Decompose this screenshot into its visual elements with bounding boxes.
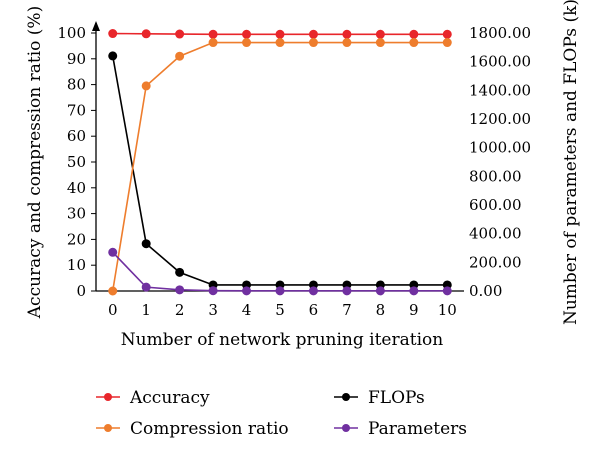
y2-tick-label: 1200.00 xyxy=(469,110,531,128)
x-tick-label: 9 xyxy=(409,301,419,319)
data-point-parameters xyxy=(242,286,252,296)
x-tick-label: 7 xyxy=(342,301,352,319)
x-tick-label: 1 xyxy=(141,301,151,319)
data-point-accuracy xyxy=(275,29,285,39)
data-point-parameters xyxy=(175,285,185,295)
y-tick-label: 10 xyxy=(67,256,86,274)
x-tick-label: 4 xyxy=(242,301,252,319)
data-point-accuracy xyxy=(175,29,185,39)
y2-tick-label: 0.00 xyxy=(469,282,502,300)
legend: Accuracy FLOPs Compression ratio Parameters xyxy=(96,388,467,439)
y2-tick-label: 200.00 xyxy=(469,253,522,271)
x-tick-label: 0 xyxy=(108,301,118,319)
x-tick-label: 3 xyxy=(208,301,218,319)
y2-tick-label: 1400.00 xyxy=(469,81,531,99)
data-point-flops xyxy=(141,239,151,249)
y-tick-label: 80 xyxy=(67,76,86,94)
y-axis-arrow xyxy=(92,21,100,31)
series-accuracy xyxy=(108,29,452,39)
y-axis-title: Accuracy and compression ratio (%) xyxy=(25,6,45,319)
series-flops xyxy=(108,51,452,290)
legend-marker xyxy=(342,424,350,432)
x-tick-label: 5 xyxy=(275,301,285,319)
legend-marker xyxy=(104,393,112,401)
x-tick-label: 8 xyxy=(376,301,386,319)
data-point-accuracy xyxy=(342,29,352,39)
legend-item-parameters: Parameters xyxy=(334,419,467,439)
data-point-compression-ratio xyxy=(308,38,318,48)
y2-axis-title: Number of parameters and FLOPs (k) xyxy=(561,0,581,325)
data-point-parameters xyxy=(308,286,318,296)
series-line-compression-ratio xyxy=(111,41,448,292)
data-point-compression-ratio xyxy=(442,38,452,48)
y-tick-label: 70 xyxy=(67,101,86,119)
x-tick-label: 10 xyxy=(438,301,457,319)
y2-tick-label: 400.00 xyxy=(469,225,522,243)
y2-tick-label: 1600.00 xyxy=(469,53,531,71)
data-point-compression-ratio xyxy=(409,38,419,48)
y-tick-label: 30 xyxy=(67,205,86,223)
legend-label: Accuracy xyxy=(129,388,210,408)
data-point-compression-ratio xyxy=(141,81,151,91)
legend-label: FLOPs xyxy=(368,388,425,408)
y-tick-label: 0 xyxy=(76,282,86,300)
x-axis-title: Number of network pruning iteration xyxy=(121,330,443,350)
data-point-accuracy xyxy=(308,29,318,39)
y2-tick-label: 600.00 xyxy=(469,196,522,214)
y-tick-label: 50 xyxy=(67,153,86,171)
y2-tick-label: 1000.00 xyxy=(469,139,531,157)
data-point-parameters xyxy=(442,286,452,296)
y-tick-label: 20 xyxy=(67,230,86,248)
data-point-compression-ratio xyxy=(275,38,285,48)
data-point-flops xyxy=(108,51,118,61)
axes: 01020304050607080901000.00200.00400.0060… xyxy=(57,21,531,319)
data-point-accuracy xyxy=(375,29,385,39)
legend-label: Parameters xyxy=(368,419,467,439)
data-point-parameters xyxy=(108,247,118,257)
data-point-compression-ratio xyxy=(108,286,118,296)
x-tick-label: 2 xyxy=(175,301,185,319)
data-point-accuracy xyxy=(442,29,452,39)
data-point-parameters xyxy=(208,286,218,296)
data-point-compression-ratio xyxy=(342,38,352,48)
y-tick-label: 60 xyxy=(67,127,86,145)
legend-item-compression-ratio: Compression ratio xyxy=(96,419,289,439)
data-point-parameters xyxy=(375,286,385,296)
x-tick-label: 6 xyxy=(309,301,319,319)
data-point-accuracy xyxy=(208,29,218,39)
data-point-accuracy xyxy=(141,29,151,39)
legend-item-flops: FLOPs xyxy=(334,388,425,408)
series-line-flops xyxy=(111,55,448,286)
data-point-compression-ratio xyxy=(242,38,252,48)
data-point-compression-ratio xyxy=(175,51,185,61)
series-layer xyxy=(108,29,452,296)
legend-marker xyxy=(342,393,350,401)
y-tick-label: 90 xyxy=(67,50,86,68)
data-point-parameters xyxy=(275,286,285,296)
legend-marker xyxy=(104,424,112,432)
data-point-flops xyxy=(175,267,185,277)
y-tick-label: 40 xyxy=(67,179,86,197)
data-point-compression-ratio xyxy=(375,38,385,48)
series-compression-ratio xyxy=(108,38,452,296)
data-point-parameters xyxy=(409,286,419,296)
data-point-accuracy xyxy=(108,29,118,39)
legend-item-accuracy: Accuracy xyxy=(96,388,210,408)
data-point-accuracy xyxy=(409,29,419,39)
data-point-accuracy xyxy=(242,29,252,39)
data-point-compression-ratio xyxy=(208,38,218,48)
series-parameters xyxy=(108,247,452,296)
y2-tick-label: 800.00 xyxy=(469,167,522,185)
y2-tick-label: 1800.00 xyxy=(469,24,531,42)
data-point-parameters xyxy=(342,286,352,296)
y-tick-label: 100 xyxy=(57,24,86,42)
legend-label: Compression ratio xyxy=(130,419,289,439)
data-point-parameters xyxy=(141,282,151,292)
